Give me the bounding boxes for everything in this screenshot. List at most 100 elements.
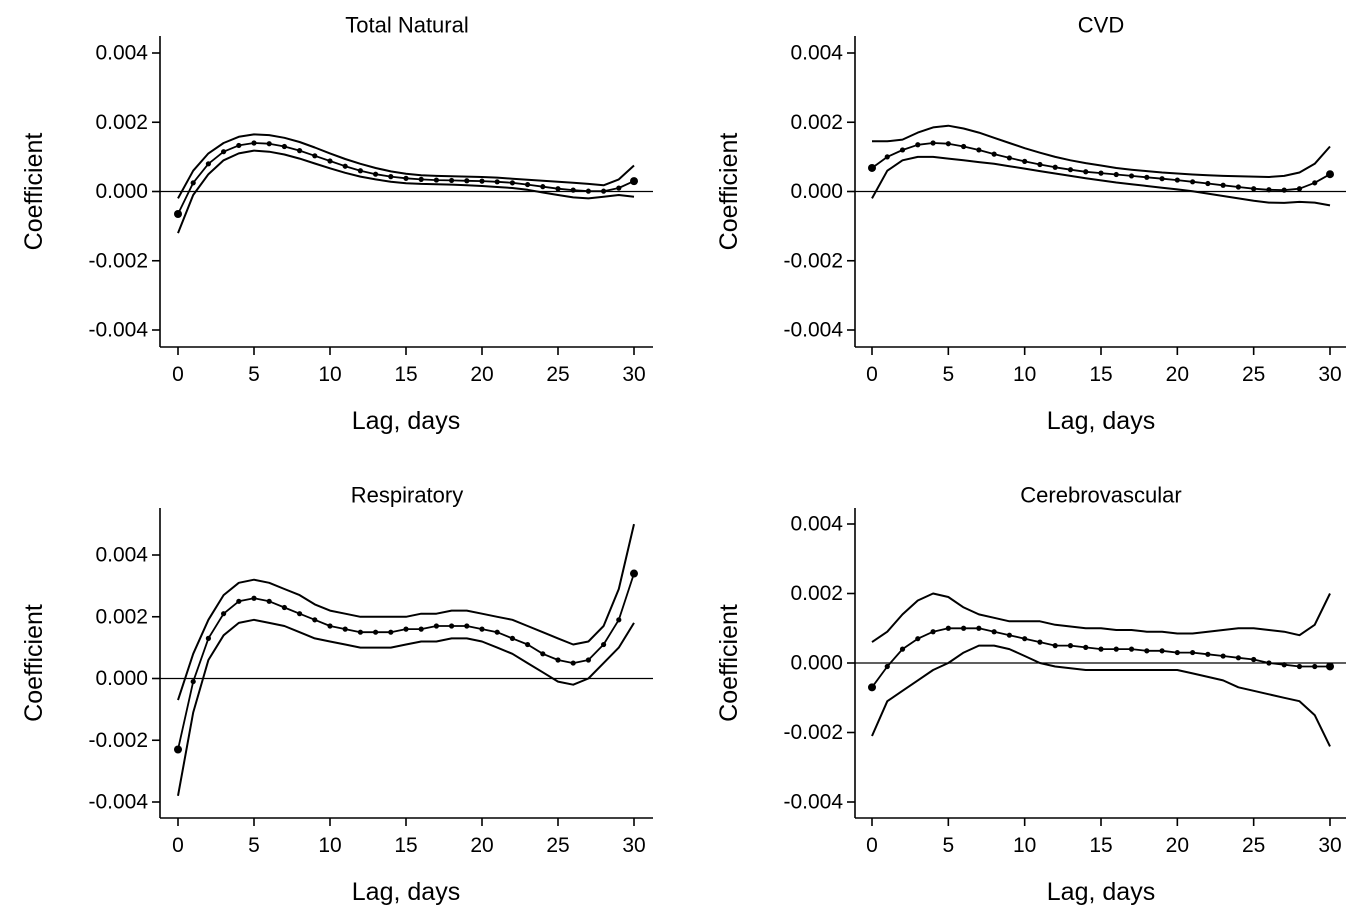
x-tick-label: 15 <box>394 834 417 857</box>
data-point <box>449 177 455 184</box>
data-point <box>479 178 485 184</box>
data-point <box>976 625 982 631</box>
data-point <box>433 177 439 183</box>
series-line-estimate <box>871 142 1331 192</box>
y-tick-label: 0.002 <box>95 605 148 628</box>
x-tick-label: 0 <box>866 834 878 857</box>
x-tick-label: 5 <box>248 363 260 386</box>
data-point <box>1159 176 1165 182</box>
data-point <box>174 745 182 754</box>
data-point <box>388 629 394 635</box>
data-point <box>1067 167 1074 173</box>
data-point <box>388 174 394 180</box>
data-point <box>601 188 607 194</box>
data-point <box>449 623 455 629</box>
x-tick-label: 5 <box>942 363 954 386</box>
data-point <box>1113 646 1119 652</box>
data-point <box>373 171 379 177</box>
data-point <box>915 142 921 148</box>
data-point <box>1159 648 1165 654</box>
data-point <box>630 177 638 186</box>
data-point <box>884 663 890 670</box>
data-point <box>1205 180 1211 187</box>
data-point <box>190 678 196 685</box>
data-point <box>221 611 227 617</box>
data-point <box>342 626 348 632</box>
data-point <box>418 626 424 632</box>
x-tick-label: 25 <box>1242 363 1265 386</box>
data-point <box>281 604 287 611</box>
data-point <box>251 140 257 146</box>
x-axis-title: Lag, days <box>1047 407 1155 435</box>
data-point <box>1174 649 1180 656</box>
x-axis-title: Lag, days <box>352 407 460 435</box>
series-line-estimate <box>871 627 1330 688</box>
data-point <box>174 210 182 219</box>
data-point <box>1006 632 1013 638</box>
data-point <box>540 184 546 190</box>
data-point <box>281 143 287 150</box>
x-axis-title: Lag, days <box>352 878 460 906</box>
data-point <box>509 635 515 641</box>
data-point <box>1235 184 1241 190</box>
x-tick-label: 15 <box>1089 834 1112 857</box>
data-point <box>1220 653 1226 659</box>
data-point <box>630 569 638 578</box>
x-tick-label: 0 <box>866 363 878 386</box>
x-tick-label: 20 <box>1166 834 1189 857</box>
data-point <box>251 595 257 601</box>
y-tick-label: 0.004 <box>790 513 843 536</box>
y-tick-label: 0.000 <box>790 652 843 675</box>
y-axis-title: Coefficient <box>20 604 48 722</box>
y-tick-label: -0.004 <box>88 319 148 342</box>
y-tick-label: -0.002 <box>783 249 843 272</box>
data-point <box>1083 169 1089 175</box>
x-tick-label: 30 <box>1318 363 1341 386</box>
data-point <box>1296 663 1303 670</box>
data-point <box>509 180 515 186</box>
data-point <box>991 151 997 157</box>
x-axis-title: Lag, days <box>1047 878 1155 906</box>
y-tick-label: 0.000 <box>95 180 148 203</box>
data-point <box>494 629 500 635</box>
x-tick-label: 20 <box>470 363 493 386</box>
data-point <box>494 179 500 185</box>
data-point <box>1052 643 1058 649</box>
data-point <box>1052 164 1058 170</box>
data-point <box>1251 656 1257 663</box>
series-line-lower <box>177 149 635 234</box>
data-point <box>1281 187 1287 193</box>
y-tick-label: 0.002 <box>790 582 843 605</box>
data-point <box>1083 644 1089 650</box>
data-point <box>1037 639 1043 645</box>
data-point <box>1022 158 1028 164</box>
data-point <box>1022 636 1028 642</box>
data-point <box>373 629 379 635</box>
series-line-upper <box>871 592 1331 643</box>
y-tick-label: -0.004 <box>783 791 843 814</box>
data-point <box>266 141 272 147</box>
data-point <box>540 651 546 657</box>
data-point <box>312 153 318 159</box>
data-point <box>1098 646 1104 652</box>
data-point <box>1251 186 1257 192</box>
x-tick-label: 25 <box>546 834 569 857</box>
chart-panel-4: Cerebrovascular 0.004 0.002 0.000 -0.002 -0.0… <box>715 483 1346 906</box>
data-point <box>915 636 921 642</box>
chart-panel-2: CVD 0.004 0.002 0.000 -0.002 -0.004 0 5 10 15 20 25… <box>715 13 1346 435</box>
data-point <box>479 626 485 632</box>
y-tick-label: 0.004 <box>95 544 148 567</box>
x-tick-label: 0 <box>172 834 184 857</box>
x-tick-label: 10 <box>318 363 341 386</box>
data-point <box>1113 171 1119 178</box>
series-line-upper <box>177 133 635 199</box>
y-tick-label: -0.002 <box>88 249 148 272</box>
data-point <box>525 641 531 648</box>
data-point <box>1128 173 1135 179</box>
data-point <box>868 163 876 172</box>
data-point <box>342 163 348 169</box>
x-tick-label: 10 <box>1013 834 1036 857</box>
series-line-upper <box>872 124 1331 178</box>
data-point <box>1098 170 1104 176</box>
x-tick-label: 15 <box>394 363 417 386</box>
